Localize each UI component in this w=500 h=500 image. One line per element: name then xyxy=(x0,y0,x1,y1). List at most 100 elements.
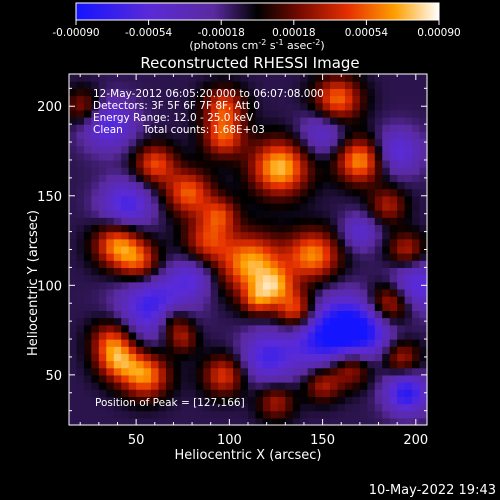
heatmap-cell xyxy=(98,367,107,376)
heatmap-cell xyxy=(195,296,204,304)
heatmap-cell xyxy=(374,217,383,226)
heatmap-cell xyxy=(195,389,204,397)
heatmap-cell xyxy=(136,260,145,269)
heatmap-cell xyxy=(151,188,160,197)
heatmap-cell xyxy=(389,109,398,118)
heatmap-cell xyxy=(76,88,85,97)
heatmap-cell xyxy=(225,296,234,304)
heatmap-cell xyxy=(83,267,92,276)
heatmap-cell xyxy=(218,138,227,147)
heatmap-cell xyxy=(121,389,130,397)
heatmap-cell xyxy=(136,145,145,154)
heatmap-cell xyxy=(165,145,175,154)
annotation-detectors: Detectors: 3F 5F 6F 7F 8F, Att 0 xyxy=(93,100,260,112)
heatmap-cell xyxy=(322,231,331,240)
heatmap-cell xyxy=(255,245,264,254)
heatmap-cell xyxy=(210,217,219,226)
heatmap-cell xyxy=(76,353,85,362)
heatmap-cell xyxy=(173,339,182,347)
heatmap-cell xyxy=(412,195,421,204)
heatmap-cell xyxy=(322,217,331,226)
heatmap-cell xyxy=(315,245,324,254)
heatmap-cell xyxy=(188,210,197,218)
heatmap-cell xyxy=(203,167,212,175)
heatmap-cell xyxy=(151,288,160,297)
heatmap-cell xyxy=(315,296,324,304)
heatmap-cell xyxy=(248,253,257,261)
heatmap-cell xyxy=(151,317,160,326)
heatmap-cell xyxy=(397,417,406,426)
heatmap-cell xyxy=(210,324,219,333)
heatmap-cell xyxy=(218,102,227,111)
heatmap-cell xyxy=(300,310,309,319)
heatmap-cell xyxy=(165,116,175,125)
heatmap-cell xyxy=(397,374,406,383)
heatmap-cell xyxy=(240,367,249,376)
heatmap-cell xyxy=(359,303,368,311)
heatmap-cell xyxy=(374,296,383,304)
heatmap-cell xyxy=(203,382,212,390)
heatmap-cell xyxy=(113,389,122,397)
heatmap-cell xyxy=(69,317,78,326)
heatmap-cell xyxy=(151,324,160,333)
heatmap-cell xyxy=(76,188,85,197)
heatmap-cell xyxy=(76,95,85,104)
heatmap-cell xyxy=(322,403,331,412)
heatmap-cell xyxy=(143,174,152,183)
heatmap-cell xyxy=(367,102,376,111)
heatmap-cell xyxy=(83,238,92,247)
heatmap-cell xyxy=(136,417,145,426)
heatmap-cell xyxy=(91,288,100,297)
heatmap-cell xyxy=(270,95,279,104)
heatmap-cell xyxy=(412,210,421,218)
colorbar: -0.00090 -0.00054 -0.00018 0.00018 0.00054 0.… xyxy=(52,2,461,52)
heatmap-cell xyxy=(315,260,324,269)
heatmap-cell xyxy=(359,296,368,304)
heatmap-cell xyxy=(322,324,331,333)
heatmap-cell xyxy=(330,202,339,211)
heatmap-cell xyxy=(344,181,354,190)
heatmap-cell xyxy=(292,331,301,340)
heatmap-cell xyxy=(203,95,212,104)
heatmap-cell xyxy=(158,224,167,233)
heatmap-cell xyxy=(352,124,361,132)
heatmap-cell xyxy=(330,238,339,247)
heatmap-cell xyxy=(307,124,316,132)
heatmap-cell xyxy=(173,238,182,247)
heatmap-cell xyxy=(330,396,339,405)
heatmap-cell xyxy=(367,410,376,419)
heatmap-cell xyxy=(307,202,316,211)
heatmap-cell xyxy=(203,188,212,197)
heatmap-cell xyxy=(91,253,100,261)
heatmap-cell xyxy=(83,145,92,154)
heatmap-cell xyxy=(285,210,294,218)
heatmap-cell xyxy=(404,245,413,254)
heatmap-cell xyxy=(270,188,279,197)
heatmap-cell xyxy=(367,267,376,276)
heatmap-cell xyxy=(180,102,189,111)
heatmap-cell xyxy=(76,396,85,405)
heatmap-cell xyxy=(270,403,279,412)
heatmap-cell xyxy=(359,403,368,412)
heatmap-cell xyxy=(337,367,346,376)
colorbar-tick-label: -0.00090 xyxy=(52,27,99,39)
heatmap-cell xyxy=(69,167,78,175)
heatmap-cell xyxy=(98,339,107,347)
heatmap-cell xyxy=(292,339,301,347)
heatmap-cell xyxy=(277,303,286,311)
heatmap-cell xyxy=(218,245,227,254)
heatmap-cell xyxy=(359,159,368,168)
heatmap-cell xyxy=(270,410,279,419)
heatmap-cell xyxy=(367,417,376,426)
heatmap-cell xyxy=(397,296,406,304)
heatmap-cell xyxy=(210,152,219,161)
heatmap-cell xyxy=(367,202,376,211)
heatmap-cell xyxy=(98,224,107,233)
heatmap-cell xyxy=(69,253,78,261)
heatmap-cell xyxy=(389,231,398,240)
heatmap-cell xyxy=(374,288,383,297)
heatmap-cell xyxy=(285,353,294,362)
heatmap-cell xyxy=(151,281,160,290)
heatmap-cell xyxy=(91,317,100,326)
heatmap-cell xyxy=(382,346,391,354)
